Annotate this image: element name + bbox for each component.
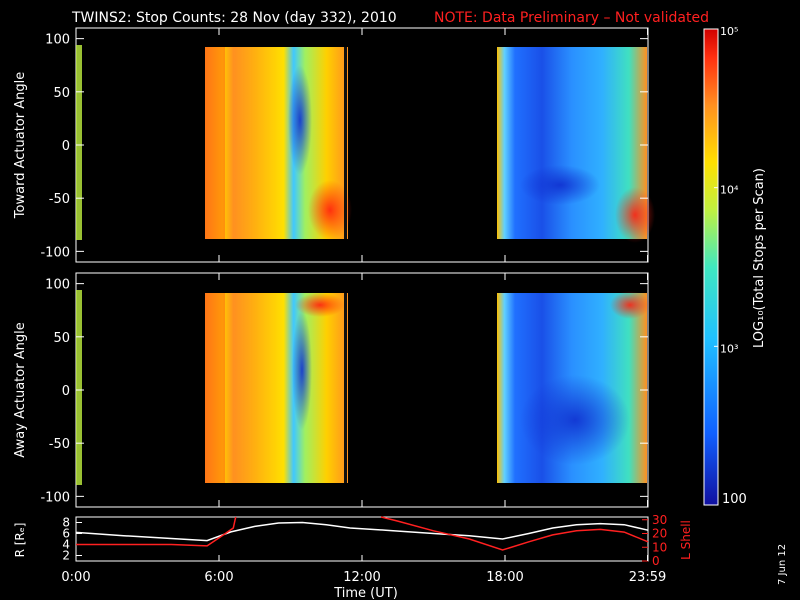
- away-ylabel: Away Actuator Angle: [13, 322, 28, 457]
- lshell-ytick-label: 30: [652, 513, 667, 527]
- toward-ytick-label: 50: [53, 86, 70, 101]
- colorbar-tick-label: 10⁵: [720, 25, 738, 38]
- lshell-ytick-label: 10: [652, 540, 667, 554]
- preliminary-note: NOTE: Data Preliminary – Not validated: [434, 10, 709, 26]
- time-xtick-label: 23:59: [629, 570, 666, 585]
- away-heatmap-block-1: [205, 293, 348, 483]
- colorbar-label: LOG₁₀(Total Stops per Scan): [752, 168, 767, 348]
- toward-ytick-label: -50: [49, 192, 70, 207]
- away-ytick-label: 50: [53, 331, 70, 346]
- r-ytick-label: 8: [62, 516, 70, 530]
- chart-title: TWINS2: Stop Counts: 28 Nov (day 332), 2…: [71, 10, 397, 26]
- r-ytick-label: 6: [62, 527, 70, 541]
- r-ytick-label: 4: [62, 538, 70, 552]
- away-ytick-label: 100: [45, 278, 70, 293]
- away-panel: 100 50 0 -50 -100 Away Actuator Angle: [13, 272, 650, 508]
- toward-ytick-label: -100: [40, 245, 70, 260]
- colorbar-tick-label: 10⁴: [720, 184, 739, 197]
- colorbar: 100 10³ 10⁴ 10⁵ LOG₁₀(Total Stops per Scan): [703, 25, 767, 507]
- toward-heatmap-block-1: [205, 47, 352, 240]
- away-heatmap-block-2: [497, 291, 650, 483]
- toward-ytick-label: 100: [45, 33, 70, 48]
- away-ytick-label: -50: [49, 437, 70, 452]
- away-ytick-label: -100: [40, 490, 70, 505]
- radius-series-line: [75, 521, 649, 542]
- toward-panel: 100 50 0 -50 -100 Toward Actuator Angle: [13, 27, 655, 263]
- r-ylabel: R [Rₑ]: [13, 523, 27, 558]
- time-xtick-label: 12:00: [343, 570, 380, 585]
- x-axis-label: Time (UT): [333, 586, 398, 600]
- lshell-ylabel: L Shell: [679, 520, 693, 560]
- time-xtick-label: 18:00: [486, 570, 523, 585]
- lshell-series-line: [76, 516, 649, 551]
- toward-heatmap-block-2: [497, 47, 655, 243]
- away-ytick-label: 0: [62, 384, 70, 399]
- lshell-ytick-label: 0: [652, 554, 660, 568]
- r-ytick-label: 2: [62, 549, 70, 563]
- time-xtick-label: 0:00: [61, 570, 90, 585]
- colorbar-tick-label: 100: [722, 492, 747, 507]
- toward-ytick-label: 0: [62, 139, 70, 154]
- time-xtick-label: 6:00: [204, 570, 233, 585]
- colorbar-tick-label: 10³: [720, 342, 738, 355]
- footer-date: 7 Jun 12: [777, 544, 788, 585]
- toward-ylabel: Toward Actuator Angle: [13, 72, 28, 219]
- lshell-ytick-label: 20: [652, 527, 667, 541]
